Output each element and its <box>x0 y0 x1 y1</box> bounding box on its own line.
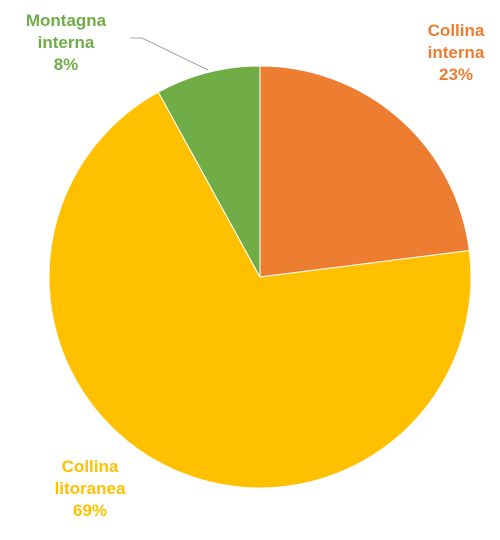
label-collina-litoranea-line1: Collina <box>61 457 119 476</box>
pie-slice-montagna-interna <box>157 65 261 278</box>
pie-slice-collina-litoranea <box>48 91 472 489</box>
label-collina-interna-line2: interna <box>427 43 485 62</box>
label-collina-interna-pct: 23% <box>438 65 474 84</box>
label-collina-litoranea-pct: 69% <box>72 501 108 520</box>
label-collina-interna: Collina interna 23% <box>406 20 500 86</box>
pie-slice-collina-interna <box>259 65 470 278</box>
label-montagna-interna-line1: Montagna <box>25 11 107 30</box>
label-collina-litoranea: Collina litoranea 69% <box>30 456 150 522</box>
label-montagna-interna-line2: interna <box>37 33 95 52</box>
leader-line-montagna-interna <box>130 37 209 71</box>
label-montagna-interna-pct: 8% <box>53 55 79 74</box>
label-collina-interna-line1: Collina <box>427 21 485 40</box>
label-montagna-interna: Montagna interna 8% <box>0 10 132 76</box>
label-collina-litoranea-line2: litoranea <box>54 479 126 498</box>
